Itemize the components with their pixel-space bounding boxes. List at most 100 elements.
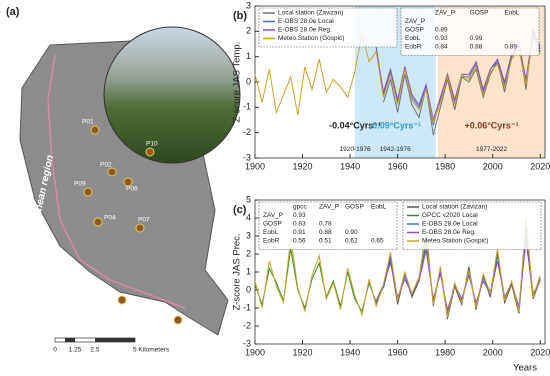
sites: P01 P10 P02 P06 P09 P04 P07 P05 P08	[74, 119, 183, 325]
panel-label: (a)	[6, 6, 20, 18]
site-marker	[93, 217, 103, 227]
y-tick-label: -1	[243, 102, 251, 112]
y-tick-label: 5	[246, 194, 251, 204]
x-axis-label: Years	[513, 363, 537, 374]
table-cell: 0.89	[435, 27, 448, 34]
series-line	[254, 217, 541, 318]
x-tick-label: 1960	[388, 161, 408, 171]
scale-bar-segment	[95, 338, 135, 342]
map-panel: (a) Mediterranean region P01 P10 P02 P06…	[6, 6, 241, 354]
scale-label: 1.25	[69, 347, 82, 354]
table-cell: 0.93	[293, 212, 306, 219]
table-header: EobL	[504, 10, 520, 17]
site-marker	[123, 177, 133, 187]
site-marker	[135, 223, 145, 233]
table-cell: 0.99	[470, 35, 483, 42]
trend-label: +0.06°Cyrs⁻¹	[464, 121, 518, 131]
y-tick-label: 3	[246, 0, 251, 10]
table-cell: 0.89	[504, 44, 517, 51]
table-box	[400, 7, 540, 56]
legend-label: Meteo.Station (Gospić)	[422, 238, 488, 245]
table-row-label: EobR	[405, 44, 422, 51]
x-tick-label: 1980	[435, 347, 455, 357]
site-marker	[117, 295, 127, 305]
y-tick-label: -3	[243, 152, 251, 162]
y-tick-label: 3	[246, 230, 251, 240]
site-label: P02	[100, 162, 112, 169]
table-cell: 0.90	[345, 229, 358, 236]
table-header: ZAV_P	[435, 10, 455, 17]
table-row-label: EobR	[263, 238, 280, 245]
site-label: P08	[164, 313, 176, 320]
y-tick-label: 1	[246, 51, 251, 61]
table-header: gpcc	[293, 204, 307, 211]
scale-bar-segment	[65, 338, 75, 342]
x-tick-label: 1960	[388, 347, 408, 357]
table-header: ZAV_P	[319, 204, 339, 211]
x-tick-label: 1940	[340, 347, 360, 357]
table-box	[258, 201, 398, 250]
table-cell: 0.62	[345, 238, 358, 245]
panel-label: (b)	[233, 10, 247, 22]
period-label: 1920-1976	[340, 146, 371, 153]
y-axis-label: Z-score JAS Temp.	[232, 42, 243, 123]
table-cell: 0.91	[293, 229, 306, 236]
legend-label: E-OBS 28.0e Reg.	[278, 27, 332, 34]
site-marker	[107, 167, 117, 177]
legend-label: GPCC v2020 Local	[422, 212, 478, 219]
x-tick-label: 2020	[530, 161, 550, 171]
table-row-label: ZAV_P	[405, 18, 425, 25]
table-row-label: GOSP	[405, 27, 424, 34]
y-tick-label: 2	[246, 26, 251, 36]
site-label: P05	[108, 293, 120, 300]
table-header: GOSP	[470, 10, 489, 17]
photo	[103, 26, 241, 164]
table-cell: 0.84	[435, 44, 448, 51]
x-tick-label: 1900	[245, 347, 265, 357]
table-cell: 0.56	[293, 238, 306, 245]
site-marker	[83, 187, 93, 197]
site-label: P07	[138, 217, 150, 224]
table-cell: 0.78	[319, 221, 332, 228]
table-cell: 0.83	[293, 221, 306, 228]
legend-label: Local station (Zavizan)	[278, 10, 343, 17]
site-label: P10	[146, 141, 158, 148]
y-tick-label: 0	[246, 284, 251, 294]
table-header: GOSP	[345, 204, 364, 211]
site-label: P09	[74, 181, 86, 188]
site-marker	[145, 147, 155, 157]
table-row-label: ZAV_P	[263, 212, 283, 219]
y-tick-label: 0	[246, 76, 251, 86]
y-tick-label: -1	[243, 302, 251, 312]
table-cell: 0.88	[470, 44, 483, 51]
region-border	[47, 54, 186, 309]
site-label: P04	[104, 215, 116, 222]
series-line	[254, 33, 541, 125]
panel-label: (c)	[233, 204, 247, 216]
y-tick-label: 2	[246, 248, 251, 258]
legend-box	[258, 7, 398, 48]
y-tick-label: 1	[246, 266, 251, 276]
y-tick-label: -2	[243, 127, 251, 137]
table-row-label: EobL	[405, 35, 421, 42]
legend-label: E-OBS 28.0e Local	[278, 18, 334, 25]
x-tick-label: 2020	[530, 347, 550, 357]
site-label: P01	[82, 119, 94, 126]
y-tick-label: -2	[243, 320, 251, 330]
y-tick-label: -3	[243, 338, 251, 348]
trend-label: -0.04°Cyrs⁻¹	[329, 121, 381, 131]
period-label: 1977-2022	[476, 146, 507, 153]
x-tick-label: 1900	[245, 161, 265, 171]
table-row-label: GOSP	[263, 221, 282, 228]
scale-label: 2.5	[90, 347, 99, 354]
site-marker	[173, 315, 183, 325]
table-cell: 0.65	[371, 238, 384, 245]
x-tick-label: 2000	[483, 161, 503, 171]
x-tick-label: 1940	[340, 161, 360, 171]
period-label: 1942-1976	[380, 146, 411, 153]
scale-label: 5 Kilometers	[133, 347, 170, 354]
x-tick-label: 1980	[435, 161, 455, 171]
table-cell: 0.51	[319, 238, 332, 245]
table-header: EobL	[371, 204, 387, 211]
